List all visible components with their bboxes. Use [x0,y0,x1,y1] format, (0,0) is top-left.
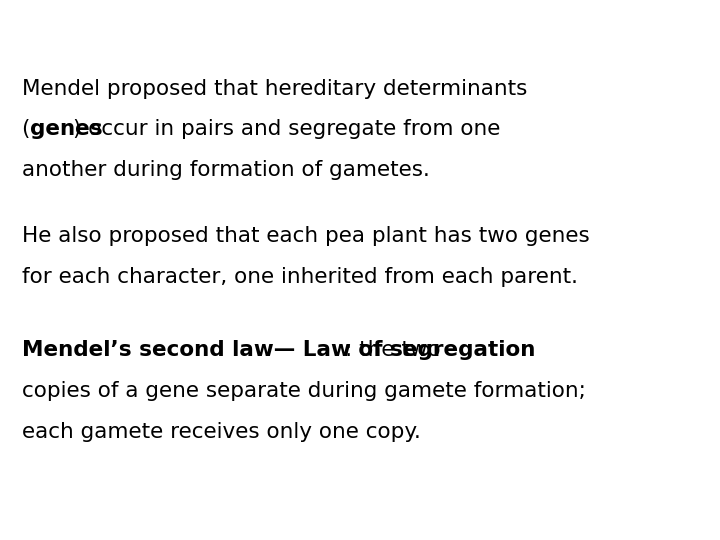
Text: genes: genes [30,119,102,139]
Text: ) occur in pairs and segregate from one: ) occur in pairs and segregate from one [73,119,500,139]
Text: another during formation of gametes.: another during formation of gametes. [22,160,429,180]
Text: copies of a gene separate during gamete formation;: copies of a gene separate during gamete … [22,381,585,401]
Text: Mendel’s second law— Law of segregation: Mendel’s second law— Law of segregation [22,340,535,360]
Text: for each character, one inherited from each parent.: for each character, one inherited from e… [22,267,577,287]
Text: (: ( [22,119,30,139]
Text: He also proposed that each pea plant has two genes: He also proposed that each pea plant has… [22,226,590,246]
Text: : the two: : the two [345,340,440,360]
Text: each gamete receives only one copy.: each gamete receives only one copy. [22,422,420,442]
Text: Mendel proposed that hereditary determinants: Mendel proposed that hereditary determin… [22,79,527,99]
Text: What Are the Mendelian Laws of Inheritance?: What Are the Mendelian Laws of Inheritan… [11,19,484,40]
